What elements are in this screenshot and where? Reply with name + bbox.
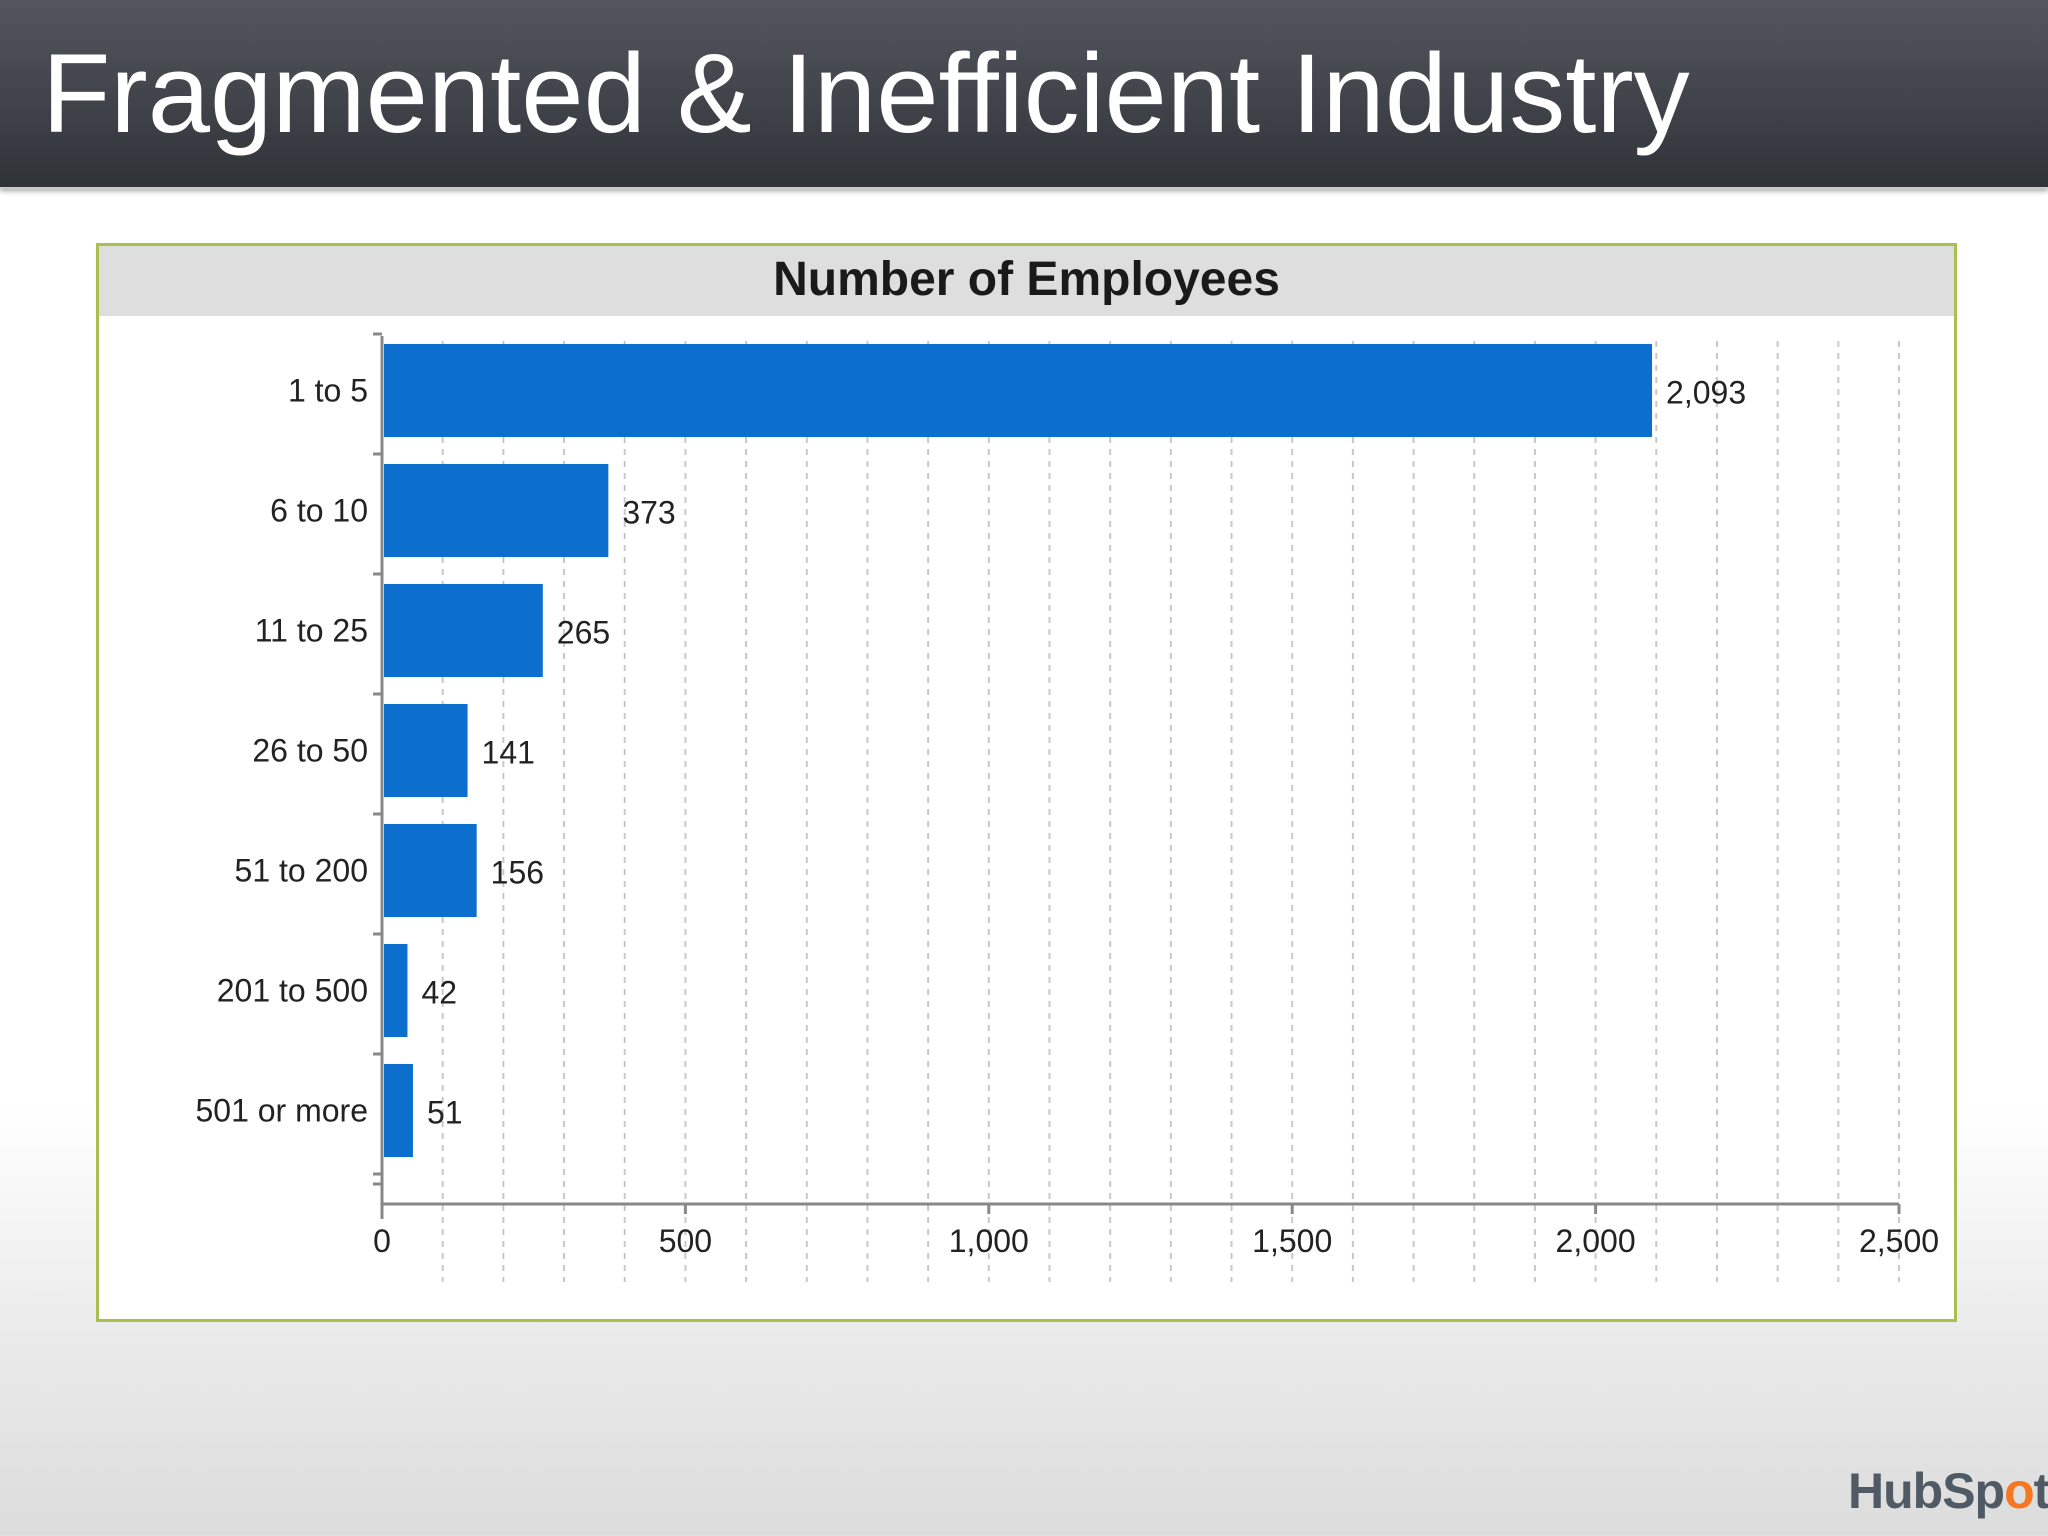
bar bbox=[384, 1064, 413, 1157]
data-label: 156 bbox=[491, 855, 544, 891]
data-label: 141 bbox=[482, 735, 535, 771]
x-tick-label: 1,000 bbox=[949, 1223, 1029, 1259]
slide-title: Fragmented & Inefficient Industry bbox=[42, 31, 1690, 156]
chart-frame: Number of Employees 0 500 1,000 1,500 2,000 2… bbox=[96, 243, 1957, 1322]
category-label: 201 to 500 bbox=[217, 973, 368, 1009]
bar bbox=[384, 464, 609, 557]
category-label: 11 to 25 bbox=[255, 613, 368, 649]
x-tick-label: 0 bbox=[373, 1223, 391, 1259]
chart-title: Number of Employees bbox=[773, 253, 1280, 306]
bar bbox=[384, 584, 543, 677]
category-label: 26 to 50 bbox=[252, 733, 368, 769]
data-label: 2,093 bbox=[1666, 375, 1746, 411]
title-bar: Fragmented & Inefficient Industry bbox=[0, 0, 2048, 189]
x-tick-label: 2,500 bbox=[1859, 1223, 1939, 1259]
logo-text-end: t bbox=[2033, 1463, 2048, 1519]
category-label: 1 to 5 bbox=[288, 373, 368, 409]
chart-header: Number of Employees bbox=[99, 246, 1954, 316]
data-label: 373 bbox=[622, 495, 675, 531]
bar bbox=[384, 944, 408, 1037]
bar bbox=[384, 824, 477, 917]
sprocket-icon: o bbox=[2004, 1463, 2035, 1519]
x-tick-label: 2,000 bbox=[1556, 1223, 1636, 1259]
data-label: 42 bbox=[421, 975, 457, 1011]
bar bbox=[384, 344, 1653, 437]
x-tick-label: 1,500 bbox=[1252, 1223, 1332, 1259]
logo-text-start: HubSp bbox=[1848, 1463, 2005, 1519]
category-label: 501 or more bbox=[195, 1093, 368, 1129]
x-tick-label: 500 bbox=[659, 1223, 712, 1259]
bar bbox=[384, 704, 468, 797]
category-label: 51 to 200 bbox=[235, 853, 368, 889]
data-label: 265 bbox=[557, 615, 610, 651]
bar-chart: 0 500 1,000 1,500 2,000 2,500 1 to 5 2,093 6 to … bbox=[195, 332, 1939, 1282]
hubspot-logo: HubSpot bbox=[1848, 1462, 2048, 1520]
category-label: 6 to 10 bbox=[270, 493, 368, 529]
data-label: 51 bbox=[427, 1095, 463, 1131]
